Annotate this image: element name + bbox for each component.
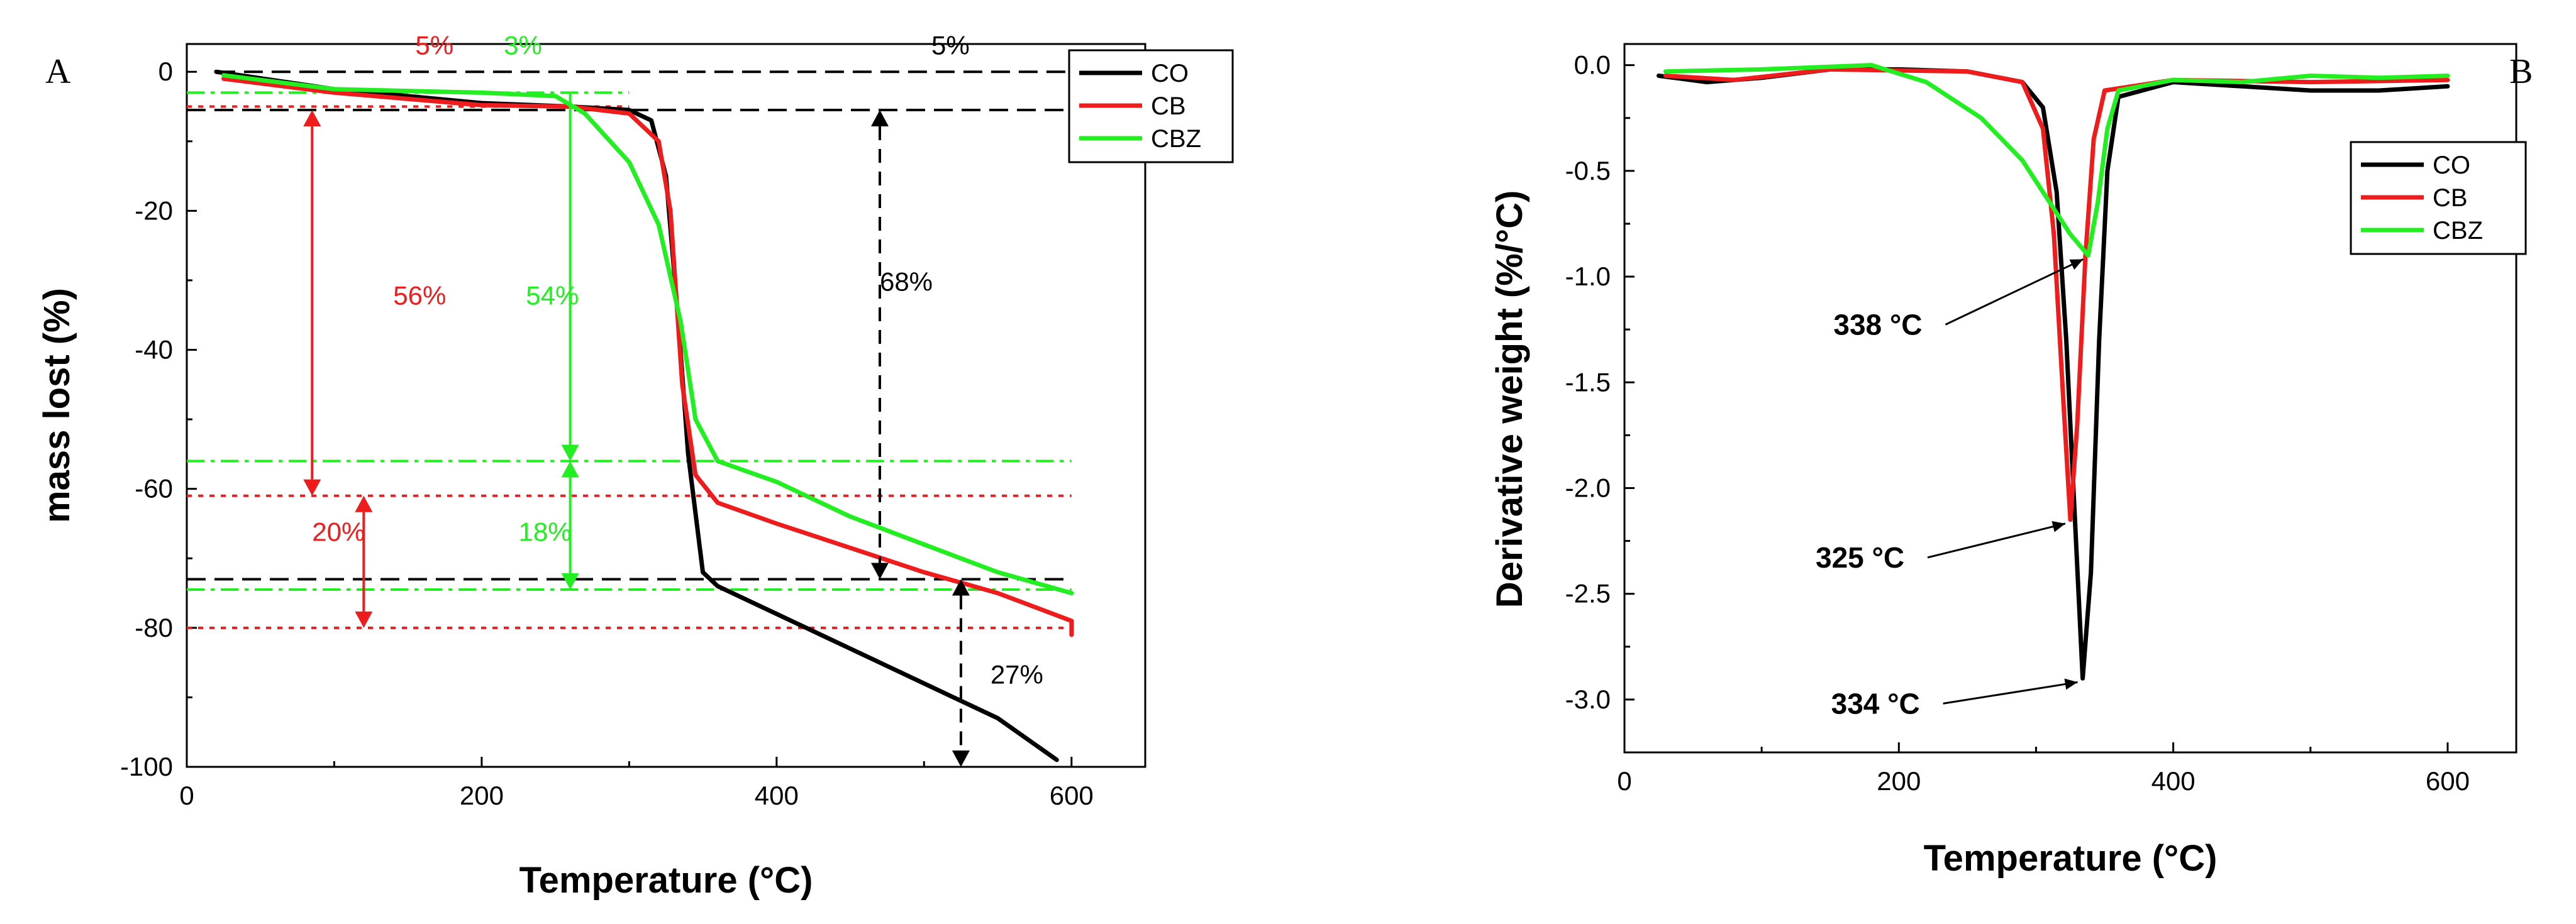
- panel-a-annotation-black: 68%: [880, 267, 933, 297]
- panel-b-y-tick-label: -0.5: [1565, 156, 1611, 185]
- panel-b-y-tick-label: -3.0: [1565, 685, 1611, 714]
- panel-a-plot-frame: [186, 43, 1146, 768]
- panel-b-peak-leader: [1945, 258, 2084, 326]
- panel-label-a: A: [45, 52, 71, 91]
- panel-b-y-tick-label: 0.0: [1574, 50, 1611, 80]
- panel-b-y-tick-label: -2.0: [1565, 473, 1611, 502]
- panel-a-annotation-black: 5%: [931, 31, 970, 60]
- panel-a-x-axis-title: Temperature (°C): [519, 860, 813, 901]
- panel-a-y-tick-label: -60: [135, 474, 173, 503]
- panel-a-x-tick-label: 200: [460, 781, 504, 810]
- panel-a-red-20-arrowhead: [355, 495, 373, 512]
- panel-a-annotation-red: 20%: [312, 517, 365, 547]
- panel-a-y-tick-label: -100: [120, 752, 173, 781]
- panel-b-y-tick-label: -1.0: [1565, 261, 1611, 291]
- panel-a-black-68-arrowhead: [870, 110, 889, 127]
- panel-a-green-54-arrowhead: [561, 444, 579, 461]
- panel-a-x-tick-label: 400: [755, 781, 799, 810]
- panel-a-black-27-arrowhead: [952, 751, 970, 767]
- panel-b-y-tick-label: -1.5: [1565, 367, 1611, 397]
- panel-b-peak-label: 334 °C: [1831, 687, 1920, 720]
- panel-a-y-tick-label: 0: [158, 57, 173, 86]
- panel-b-legend-label-cbz: CBZ: [2433, 217, 2483, 245]
- panel-a-legend-label-cbz: CBZ: [1151, 125, 1201, 153]
- panel-b-legend-label-cb: CB: [2433, 184, 2468, 212]
- panel-b-peak-leader: [1943, 681, 2078, 705]
- panel-a-x-tick-label: 600: [1050, 781, 1094, 810]
- panel-a-annotation-green: 54%: [526, 281, 579, 311]
- panel-b-x-tick-label: 0: [1617, 766, 1631, 796]
- panel-b-peak-arrowhead: [2064, 678, 2078, 690]
- panel-b-x-axis-title: Temperature (°C): [1924, 838, 2218, 879]
- panel-a-legend-label-cb: CB: [1151, 92, 1186, 120]
- panel-a-y-axis-title: mass lost (%): [36, 288, 77, 523]
- panel-a-green-18-arrowhead: [561, 573, 579, 590]
- panel-a-red-56-arrowhead: [303, 479, 321, 496]
- panel-a-annotation-green: 18%: [519, 517, 572, 547]
- panel-b-series-cbz: [1663, 63, 2450, 258]
- panel-b-peak-leader: [1927, 522, 2066, 559]
- panel-a-annotation-red: 5%: [415, 31, 453, 60]
- panel-a-x-tick-label: 0: [179, 781, 194, 810]
- panel-b: 0 200 400 600 0.0 -0.5 -1.0 -1.5 -2.0 -2.5 -3.0 33…: [1565, 43, 2527, 796]
- panel-b-x-tick-label: 400: [2151, 766, 2196, 796]
- panel-b-y-tick-label: -2.5: [1565, 579, 1611, 608]
- panel-a-legend-label-co: CO: [1151, 60, 1189, 87]
- panel-a-annotation-green: 3%: [504, 31, 542, 60]
- panel-a-y-tick-label: -80: [135, 613, 173, 642]
- panel-a-green-18-arrowhead: [561, 461, 579, 478]
- panel-a-annotation-red: 56%: [393, 281, 446, 311]
- panel-b-peak-label: 325 °C: [1816, 541, 1904, 574]
- panel-a-red-20-arrowhead: [355, 611, 373, 628]
- panel-b-x-tick-label: 200: [1877, 766, 1921, 796]
- panel-b-series-co: [1657, 67, 2450, 681]
- panel-a-black-68-arrowhead: [870, 563, 889, 580]
- panel-b-x-tick-label: 600: [2426, 766, 2470, 796]
- panel-b-legend-label-co: CO: [2433, 151, 2470, 179]
- panel-a-red-56-arrowhead: [303, 110, 321, 127]
- panel-b-y-axis-title: Derivative weight (%/°C): [1489, 190, 1530, 608]
- panel-b-series-cb: [1663, 67, 2450, 522]
- panel-a-annotation-black: 27%: [991, 659, 1043, 689]
- panel-a: 0 200 400 600 0 -20 -40 -60 -80 -100 5% 3% 5% 56% 54%…: [120, 31, 1234, 810]
- panel-a-y-tick-label: -40: [135, 335, 173, 365]
- panel-a-y-tick-label: -20: [135, 195, 173, 225]
- panel-b-peak-arrowhead: [2069, 259, 2084, 270]
- panel-a-series-cbz: [221, 73, 1074, 596]
- panel-a-black-27-arrowhead: [952, 579, 970, 596]
- panel-b-peak-arrowhead: [2051, 520, 2065, 532]
- panel-label-b: B: [2509, 52, 2533, 91]
- panel-b-plot-frame: [1623, 43, 2518, 754]
- panel-b-peak-label: 338 °C: [1833, 308, 1922, 341]
